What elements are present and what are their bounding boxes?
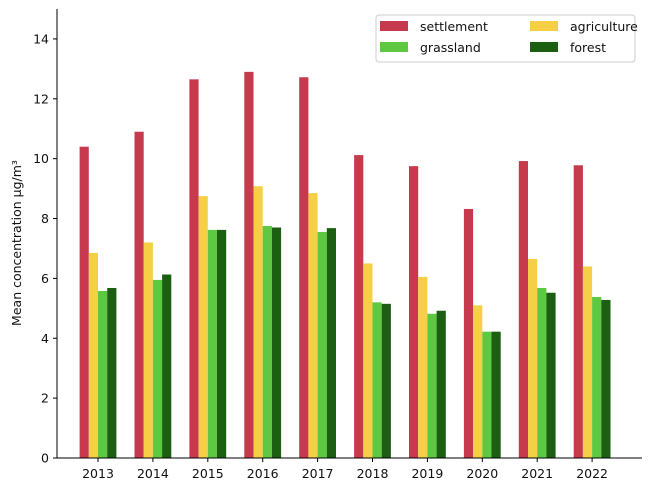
bar-grassland-2021 (537, 287, 547, 458)
bar-grassland-2022 (592, 296, 602, 458)
bar-settlement-2019 (409, 166, 419, 458)
bar-grassland-2017 (317, 232, 327, 458)
bar-grassland-2015 (207, 229, 217, 458)
bars-layer (79, 71, 611, 459)
legend-swatch-grassland (380, 42, 408, 52)
y-tick-label: 14 (33, 31, 49, 46)
x-tick-label: 2013 (82, 466, 114, 481)
bar-agriculture-2016 (253, 186, 263, 458)
bar-grassland-2019 (427, 313, 437, 458)
bar-settlement-2013 (79, 146, 89, 458)
x-tick-label: 2017 (302, 466, 334, 481)
x-tick-label: 2014 (137, 466, 169, 481)
legend-swatch-settlement (380, 21, 408, 31)
x-tick-label: 2022 (576, 466, 608, 481)
x-tick-label: 2020 (466, 466, 498, 481)
bar-forest-2015 (217, 229, 227, 458)
bar-grassland-2016 (262, 226, 272, 458)
bar-settlement-2015 (189, 79, 199, 458)
bar-settlement-2020 (463, 208, 474, 458)
bar-grassland-2013 (98, 290, 108, 458)
bar-agriculture-2017 (308, 193, 318, 458)
bar-agriculture-2013 (88, 252, 98, 458)
x-ticks: 2013 2014 2015 2016 2017 2018 2019 2020 2021 2022 (82, 458, 608, 481)
bar-settlement-2022 (573, 165, 583, 458)
bar-agriculture-2014 (143, 242, 153, 458)
x-tick-label: 2018 (357, 466, 389, 481)
bar-settlement-2021 (518, 161, 528, 458)
legend-swatch-agriculture (530, 21, 558, 31)
legend-label-forest: forest (570, 40, 606, 55)
bar-forest-2016 (271, 227, 282, 458)
y-tick-label: 8 (41, 211, 49, 226)
y-axis-title: Mean concentration µg/m³ (9, 160, 24, 326)
legend-frame (375, 14, 636, 63)
bar-agriculture-2015 (198, 196, 208, 458)
legend: settlement agriculture grassland forest (375, 14, 638, 63)
bar-settlement-2018 (354, 155, 364, 458)
bar-grassland-2014 (152, 279, 163, 458)
legend-swatch-forest (530, 42, 558, 52)
y-tick-label: 4 (41, 331, 49, 346)
bar-forest-2021 (546, 292, 556, 458)
bar-forest-2017 (326, 228, 336, 458)
bar-forest-2020 (491, 331, 501, 458)
bar-forest-2013 (107, 287, 117, 458)
x-tick-label: 2019 (411, 466, 443, 481)
bar-settlement-2017 (299, 77, 309, 458)
legend-label-grassland: grassland (420, 40, 481, 55)
bar-agriculture-2020 (473, 305, 483, 458)
y-tick-label: 10 (33, 151, 49, 166)
y-ticks: 0 2 4 6 8 10 12 14 (33, 31, 57, 466)
bar-agriculture-2018 (363, 263, 373, 458)
legend-label-agriculture: agriculture (570, 19, 638, 34)
bar-agriculture-2021 (528, 258, 538, 458)
bar-agriculture-2022 (582, 266, 593, 458)
bar-grassland-2018 (372, 302, 382, 458)
y-tick-label: 0 (41, 451, 49, 466)
legend-label-settlement: settlement (420, 19, 488, 34)
y-tick-label: 2 (41, 391, 49, 406)
y-tick-label: 6 (41, 271, 49, 286)
x-tick-label: 2021 (521, 466, 553, 481)
x-tick-label: 2016 (247, 466, 279, 481)
bar-forest-2022 (601, 299, 611, 458)
bar-agriculture-2019 (418, 276, 428, 458)
y-tick-label: 12 (33, 91, 49, 106)
bar-settlement-2014 (134, 131, 144, 459)
bar-grassland-2020 (482, 331, 492, 458)
bar-forest-2018 (381, 303, 391, 458)
x-tick-label: 2015 (192, 466, 224, 481)
axes-layer (56, 9, 642, 459)
bar-forest-2019 (436, 310, 446, 458)
bar-settlement-2016 (244, 71, 254, 459)
bar-forest-2014 (162, 274, 172, 458)
